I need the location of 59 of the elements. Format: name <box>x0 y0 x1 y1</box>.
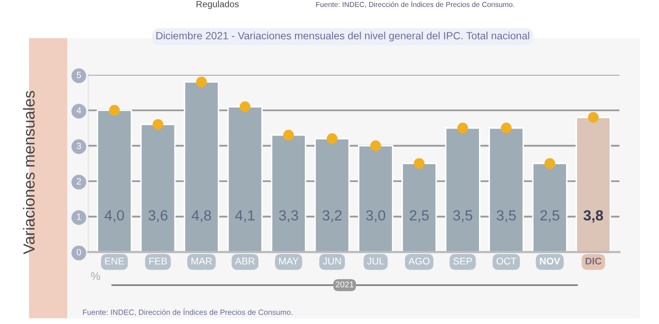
y-tick-label: 5 <box>76 72 81 78</box>
bar <box>402 162 437 252</box>
y-tick-label: 1 <box>77 214 81 220</box>
x-tick-label: JUN <box>322 258 341 265</box>
text: 2021 <box>336 281 354 288</box>
x-tick-label: JUL <box>367 258 384 265</box>
x-tick-label: NOV <box>540 258 560 265</box>
point <box>500 122 512 134</box>
data-label: 3,5 <box>496 210 516 222</box>
data-label: 3,5 <box>453 210 472 222</box>
data-label: 3,0 <box>366 210 386 222</box>
bar <box>184 81 220 252</box>
bar <box>532 162 568 252</box>
data-label: 3,6 <box>148 210 168 222</box>
y-tick-label: 4 <box>76 107 82 114</box>
data-label: 3,3 <box>279 210 298 222</box>
data-label: 4,0 <box>104 210 124 222</box>
point <box>544 158 556 169</box>
bar <box>488 127 524 252</box>
x-tick-label: FEB <box>149 258 167 264</box>
bar <box>358 145 394 252</box>
data-label: 3,8 <box>584 210 604 223</box>
x-tick-label: MAR <box>192 258 212 264</box>
point <box>414 158 425 169</box>
bar <box>270 134 306 252</box>
y-tick-label: 0 <box>76 249 82 256</box>
x-tick-label: DIC <box>586 258 602 265</box>
point <box>457 122 468 134</box>
point <box>370 140 382 152</box>
chart-title: Diciembre 2021 - Variaciones mensuales del nivel general del IPC. Total nacional <box>156 32 530 42</box>
x-tick-label: ABR <box>235 258 255 264</box>
bar <box>96 110 132 252</box>
text: Regulados <box>196 0 239 10</box>
text: % <box>91 272 100 280</box>
data-label: 4,1 <box>235 210 254 222</box>
x-tick-label: OCT <box>496 258 516 265</box>
point <box>152 119 164 130</box>
y-axis-title: Variaciones mensuales <box>22 90 35 254</box>
x-tick-label: SEP <box>453 258 472 265</box>
point <box>109 104 120 116</box>
bar <box>314 138 350 252</box>
x-tick-label: ENE <box>105 258 124 264</box>
bar <box>140 124 176 252</box>
y-tick-label: 2 <box>76 178 81 184</box>
point <box>283 130 294 140</box>
point <box>588 112 599 123</box>
point <box>326 133 338 144</box>
x-tick-label: MAY <box>279 258 299 264</box>
data-label: 2,5 <box>410 210 429 222</box>
bar <box>227 106 263 252</box>
data-label: 4,8 <box>192 210 212 222</box>
y-tick-label: 3 <box>76 142 81 150</box>
x-tick-label: AGO <box>408 258 430 265</box>
point <box>196 76 207 88</box>
bar <box>576 116 612 252</box>
data-label: 2,5 <box>540 210 560 222</box>
point <box>240 101 250 112</box>
data-label: 3,2 <box>322 210 342 222</box>
bar <box>445 127 480 252</box>
